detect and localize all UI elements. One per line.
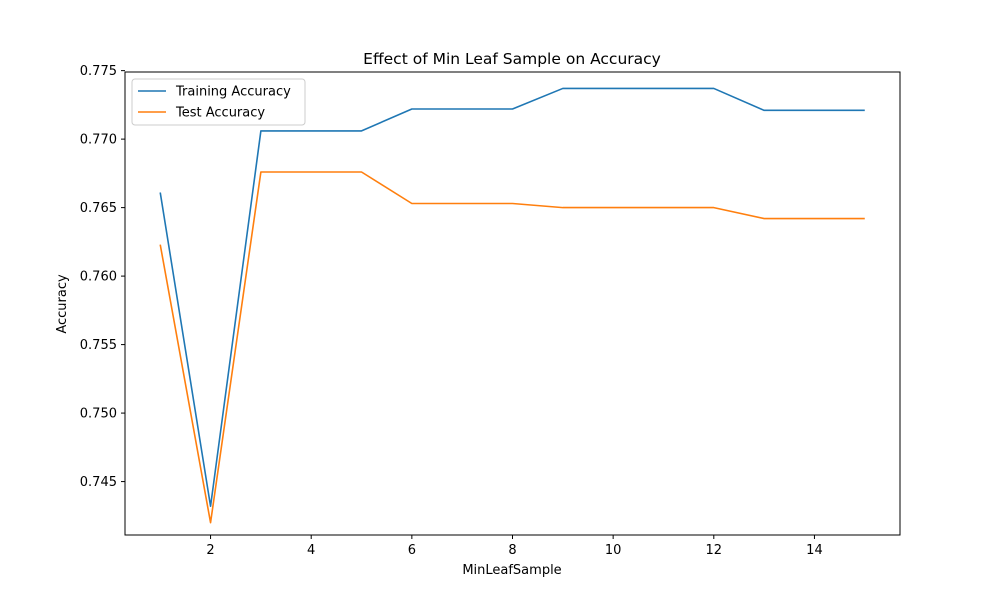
x-tick-label: 4 [307, 543, 315, 558]
legend-label: Test Accuracy [175, 106, 265, 121]
y-tick-label: 0.750 [80, 407, 117, 422]
y-axis-label: Accuracy [55, 274, 70, 334]
y-tick-label: 0.760 [80, 270, 117, 285]
series-line-test-accuracy [159, 171, 865, 524]
y-tick-label: 0.770 [80, 133, 117, 148]
series-lines [159, 87, 865, 524]
y-tick-label: 0.765 [80, 201, 117, 216]
x-tick-label: 12 [706, 543, 723, 558]
y-axis-ticks: 0.745 0.750 0.755 0.760 0.765 0.770 0.775 [80, 64, 125, 490]
legend-box [131, 78, 306, 126]
x-tick-label: 2 [206, 543, 214, 558]
plot-frame [124, 71, 901, 536]
x-tick-label: 8 [508, 543, 516, 558]
y-tick-label: 0.775 [80, 64, 117, 79]
legend-label: Training Accuracy [175, 85, 291, 100]
x-axis-ticks: 2 4 6 8 10 12 14 [206, 535, 823, 558]
legend: Training Accuracy Test Accuracy [131, 78, 306, 126]
x-axis-label: MinLeafSample [462, 563, 561, 578]
x-tick-label: 10 [605, 543, 622, 558]
series-line-training-accuracy [159, 87, 865, 508]
y-tick-label: 0.755 [80, 338, 117, 353]
x-tick-label: 14 [806, 543, 823, 558]
y-tick-label: 0.745 [80, 475, 117, 490]
chart-title: Effect of Min Leaf Sample on Accuracy [363, 50, 661, 68]
x-tick-label: 6 [408, 543, 416, 558]
